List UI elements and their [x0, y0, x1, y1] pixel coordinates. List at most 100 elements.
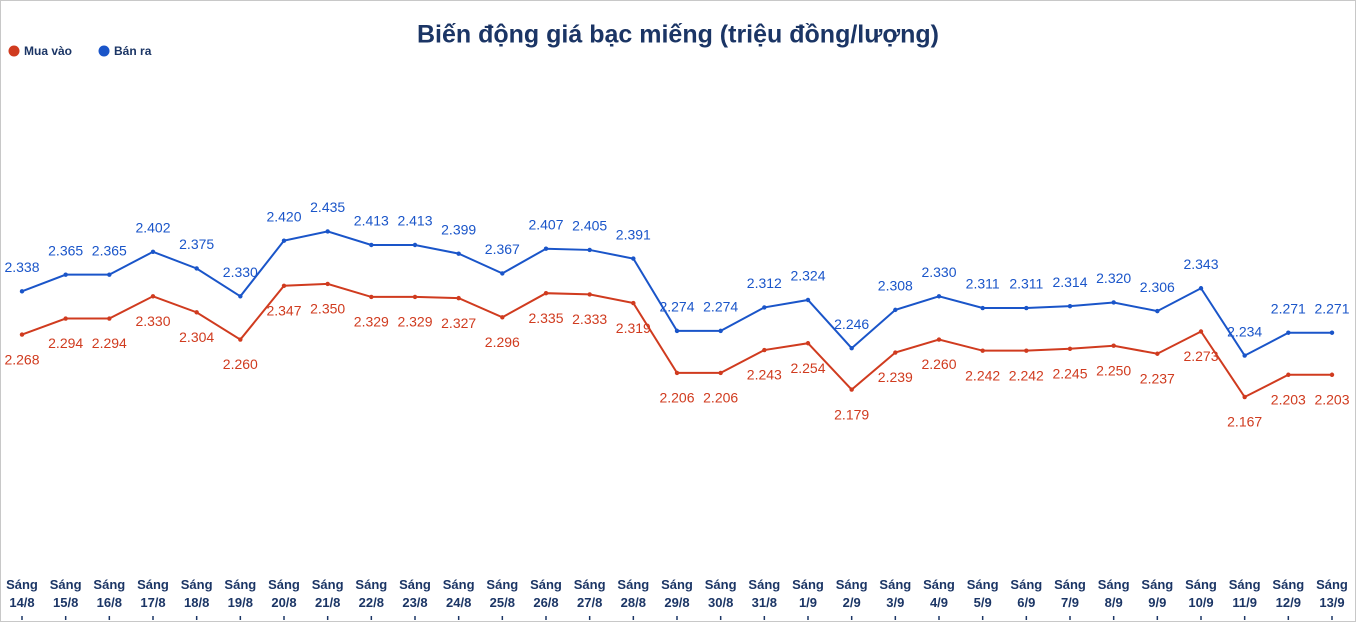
data-label: 2.435	[310, 199, 345, 215]
data-point	[543, 246, 549, 251]
x-tick-label: Sáng 3/9	[879, 577, 912, 610]
data-label: 2.420	[266, 208, 301, 224]
data-label: 2.254	[790, 360, 825, 376]
x-tick-label: Sáng 16/8	[93, 577, 126, 610]
data-point	[107, 272, 112, 277]
data-point	[893, 307, 898, 313]
x-tick-label: Sáng 24/8	[442, 577, 475, 610]
data-label: 2.413	[354, 213, 389, 229]
data-point	[281, 283, 287, 288]
data-label: 2.237	[1140, 370, 1175, 386]
data-point	[500, 271, 505, 276]
data-point	[1329, 330, 1335, 335]
data-label: 2.260	[921, 356, 956, 372]
data-label: 2.242	[965, 367, 1000, 383]
data-label: 2.324	[790, 268, 825, 284]
data-label: 2.314	[1052, 274, 1087, 290]
data-label: 2.413	[397, 213, 432, 229]
data-point	[980, 348, 985, 353]
data-label: 2.242	[1009, 367, 1044, 383]
x-tick-label: Sáng 9/9	[1141, 577, 1174, 610]
data-point	[1024, 305, 1029, 311]
data-point	[543, 290, 549, 296]
data-label: 2.239	[878, 369, 913, 385]
data-point	[281, 238, 287, 243]
data-label: 2.206	[659, 390, 694, 406]
data-point	[1155, 308, 1160, 314]
data-point	[238, 337, 243, 342]
data-point	[587, 247, 592, 253]
data-label: 2.243	[747, 367, 782, 383]
x-tick-label: Sáng 19/8	[224, 577, 257, 610]
data-label: 2.350	[310, 301, 345, 317]
data-label: 2.347	[266, 302, 301, 318]
data-point	[674, 328, 680, 334]
data-point	[718, 328, 723, 334]
data-label: 2.268	[4, 351, 39, 367]
data-point	[500, 315, 505, 320]
x-tick-label: Sáng 27/8	[573, 577, 606, 610]
data-point	[1155, 351, 1160, 356]
data-point	[1024, 348, 1029, 353]
chart-title: Biến động giá bạc miếng (triệu đồng/lượn…	[417, 21, 939, 49]
x-tick-label: Sáng 12/9	[1272, 577, 1305, 610]
data-point	[194, 310, 199, 315]
data-label: 2.365	[92, 242, 127, 258]
legend-label: Bán ra	[114, 44, 152, 58]
legend-marker	[8, 45, 20, 57]
data-point	[63, 316, 68, 321]
data-label: 2.330	[135, 313, 170, 329]
data-label: 2.407	[528, 216, 563, 232]
data-label: 2.330	[223, 264, 258, 280]
data-label: 2.343	[1183, 256, 1218, 272]
data-point	[805, 297, 811, 303]
data-point	[762, 305, 767, 310]
data-point	[1067, 303, 1073, 309]
data-label: 2.329	[397, 314, 432, 330]
data-point	[674, 370, 680, 376]
data-label: 2.335	[528, 310, 563, 326]
data-label: 2.260	[223, 356, 258, 372]
data-point	[369, 242, 374, 248]
data-label: 2.319	[616, 320, 651, 336]
data-point	[1067, 346, 1073, 352]
x-tick-label: Sáng 25/8	[486, 577, 519, 610]
legend-label: Mua vào	[24, 44, 72, 58]
data-point	[1111, 300, 1116, 305]
data-label: 2.402	[135, 219, 170, 235]
data-point	[456, 251, 461, 256]
x-tick-label: Sáng 4/9	[923, 577, 955, 610]
x-tick-label: Sáng 18/8	[180, 577, 213, 610]
data-label: 2.320	[1096, 270, 1131, 286]
x-tick-label: Sáng 20/8	[268, 577, 300, 610]
x-tick-label: Sáng 15/8	[49, 577, 82, 610]
x-tick-label: Sáng 21/8	[311, 577, 344, 610]
data-label: 2.327	[441, 315, 476, 331]
data-point	[587, 292, 592, 297]
x-tick-label: Sáng 14/8	[6, 577, 38, 610]
data-label: 2.273	[1183, 348, 1218, 364]
x-tick-label: Sáng 23/8	[399, 577, 431, 610]
data-label: 2.330	[921, 264, 956, 280]
data-point	[19, 332, 25, 337]
x-tick-label: Sáng 31/8	[748, 577, 781, 610]
data-label: 2.329	[354, 314, 389, 330]
data-point	[1198, 286, 1204, 291]
x-tick-label: Sáng 28/8	[617, 577, 650, 610]
data-point	[849, 387, 854, 392]
data-point	[631, 300, 636, 306]
data-label: 2.206	[703, 390, 738, 406]
x-tick-label: Sáng 8/9	[1097, 577, 1130, 610]
data-point	[150, 249, 156, 254]
data-label: 2.271	[1314, 300, 1349, 316]
x-tick-label: Sáng 5/9	[966, 577, 999, 610]
data-label: 2.271	[1271, 300, 1306, 316]
data-label: 2.246	[834, 316, 869, 332]
data-point	[1242, 353, 1247, 358]
data-point	[412, 242, 418, 248]
data-label: 2.375	[179, 236, 214, 252]
x-tick-label: Sáng 11/9	[1228, 577, 1261, 610]
data-label: 2.311	[966, 276, 1000, 292]
